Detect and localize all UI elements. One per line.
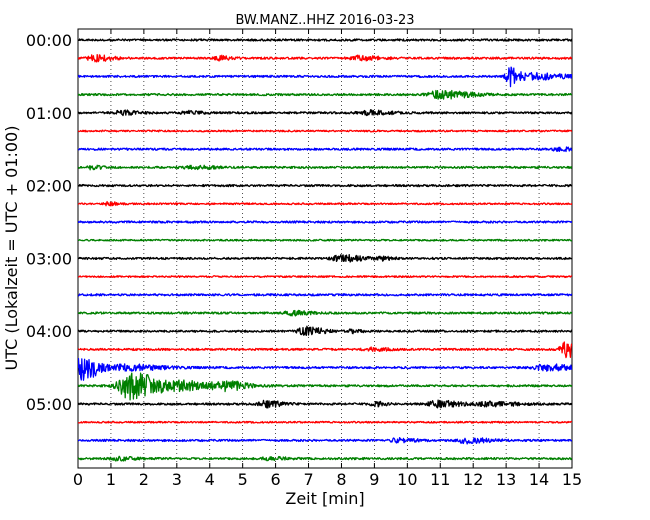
y-tick-label: 03:00: [26, 249, 72, 268]
y-axis-ticks: 00:00 01:00 02:00 03:00 04:00 05:00: [26, 31, 572, 414]
y-tick-label: 00:00: [26, 31, 72, 50]
plot-frame: [77, 28, 573, 469]
trace-0300: [78, 254, 572, 263]
x-axis-label: Zeit [min]: [285, 489, 364, 508]
trace-0215: [78, 200, 572, 207]
trace-0230: [78, 220, 572, 224]
x-tick-label: 7: [303, 470, 313, 489]
x-tick-label: 12: [463, 470, 483, 489]
x-axis-ticks: 0 1 2 3 4 5 6 7 8 9 10 11 12 13 14 15: [73, 29, 582, 489]
trace-0030: [78, 66, 572, 88]
trace-0145: [78, 164, 572, 171]
trace-0500: [78, 399, 572, 409]
x-tick-label: 4: [205, 470, 215, 489]
x-tick-label: 3: [172, 470, 182, 489]
trace-0415: [78, 341, 572, 359]
y-tick-label: 04:00: [26, 322, 72, 341]
trace-0345: [78, 309, 572, 317]
trace-0445: [78, 372, 572, 401]
trace-0045: [78, 89, 572, 100]
trace-0430: [78, 357, 572, 381]
y-axis-label: UTC (Lokalzeit = UTC + 01:00): [2, 126, 21, 371]
x-tick-label: 13: [496, 470, 516, 489]
trace-0115: [78, 129, 572, 133]
x-tick-label: 8: [336, 470, 346, 489]
y-tick-label: 01:00: [26, 104, 72, 123]
trace-0545: [78, 455, 572, 462]
x-tick-label: 6: [271, 470, 281, 489]
x-tick-label: 15: [562, 470, 582, 489]
trace-layer: [78, 38, 572, 462]
x-tick-label: 9: [369, 470, 379, 489]
x-tick-label: 2: [139, 470, 149, 489]
trace-0000: [78, 38, 572, 42]
trace-0130: [78, 146, 572, 153]
trace-0400: [78, 325, 572, 337]
x-tick-label: 5: [238, 470, 248, 489]
x-tick-label: 0: [73, 470, 83, 489]
chart-title: BW.MANZ..HHZ 2016-03-23: [235, 13, 414, 28]
trace-0245: [78, 238, 572, 242]
trace-0330: [78, 293, 572, 297]
x-tick-label: 11: [430, 470, 450, 489]
y-tick-label: 02:00: [26, 177, 72, 196]
x-tick-label: 14: [529, 470, 549, 489]
trace-0530: [78, 437, 572, 445]
trace-0015: [78, 53, 572, 63]
trace-0515: [78, 420, 572, 424]
trace-0100: [78, 109, 572, 117]
y-tick-label: 05:00: [26, 395, 72, 414]
trace-0200: [78, 183, 572, 188]
x-tick-label: 10: [397, 470, 417, 489]
trace-0315: [78, 275, 572, 279]
x-tick-label: 1: [106, 470, 116, 489]
